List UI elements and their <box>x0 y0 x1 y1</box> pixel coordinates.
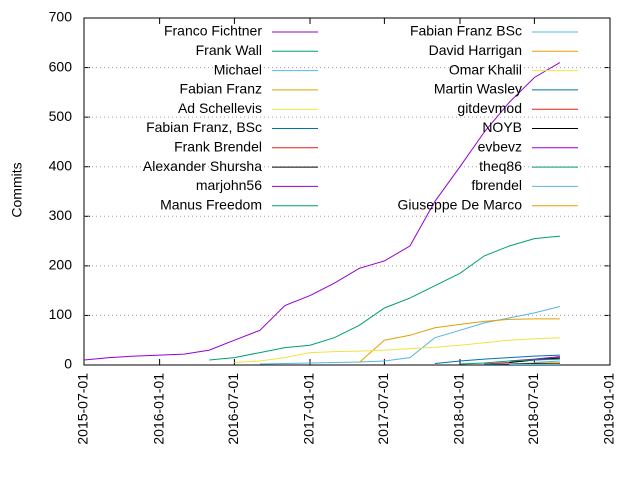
legend-label: Alexander Shursha <box>143 158 262 174</box>
y-tick-label: 300 <box>49 207 73 223</box>
legend-label: Frank Brendel <box>174 139 262 155</box>
y-tick-label: 600 <box>49 58 73 74</box>
legend-label: Fabian Franz, BSc <box>146 119 262 135</box>
y-tick-label: 500 <box>49 108 73 124</box>
legend-label: Martin Wasley <box>434 81 522 97</box>
legend-label: Franco Fichtner <box>164 23 262 39</box>
legend-label: theq86 <box>479 158 522 174</box>
legend-label: Fabian Franz BSc <box>410 23 522 39</box>
y-axis-label: Commits <box>9 162 25 217</box>
x-tick-label: 2017-07-01 <box>375 373 391 445</box>
series-line <box>83 62 561 361</box>
plot-border <box>83 17 611 366</box>
series-line <box>358 318 560 363</box>
legend-label: Manus Freedom <box>160 196 262 212</box>
series-line <box>259 306 561 365</box>
x-tick-label: 2016-07-01 <box>225 373 241 445</box>
legend-label: Frank Wall <box>196 42 262 58</box>
legend-label: Giuseppe De Marco <box>397 196 522 212</box>
series-line <box>209 235 560 361</box>
legend-label: Omar Khalil <box>449 61 522 77</box>
x-tick-label: 2018-07-01 <box>525 373 541 445</box>
x-tick-label: 2016-01-01 <box>150 373 166 445</box>
series-line <box>534 360 560 363</box>
y-tick-label: 0 <box>64 356 72 372</box>
legend-label: Ad Schellevis <box>178 100 262 116</box>
x-tick-label: 2019-01-01 <box>601 373 617 445</box>
legend-label: fbrendel <box>471 177 522 193</box>
y-tick-label: 100 <box>49 306 73 322</box>
legend-label: marjohn56 <box>196 177 262 193</box>
legend-label: evbevz <box>478 139 522 155</box>
legend-label: Michael <box>214 61 262 77</box>
y-tick-label: 200 <box>49 257 73 273</box>
x-tick-label: 2015-07-01 <box>75 373 91 445</box>
x-tick-label: 2018-01-01 <box>451 373 467 445</box>
y-tick-label: 700 <box>49 9 73 25</box>
x-tick-label: 2017-01-01 <box>301 373 317 445</box>
y-tick-label: 400 <box>49 157 73 173</box>
series-line <box>234 337 560 363</box>
legend-label: David Harrigan <box>429 42 522 58</box>
legend-label: Fabian Franz <box>180 81 262 97</box>
series-line <box>434 354 560 364</box>
legend-label: gitdevmod <box>457 100 522 116</box>
series-line <box>459 358 560 365</box>
legend-label: NOYB <box>482 119 522 135</box>
